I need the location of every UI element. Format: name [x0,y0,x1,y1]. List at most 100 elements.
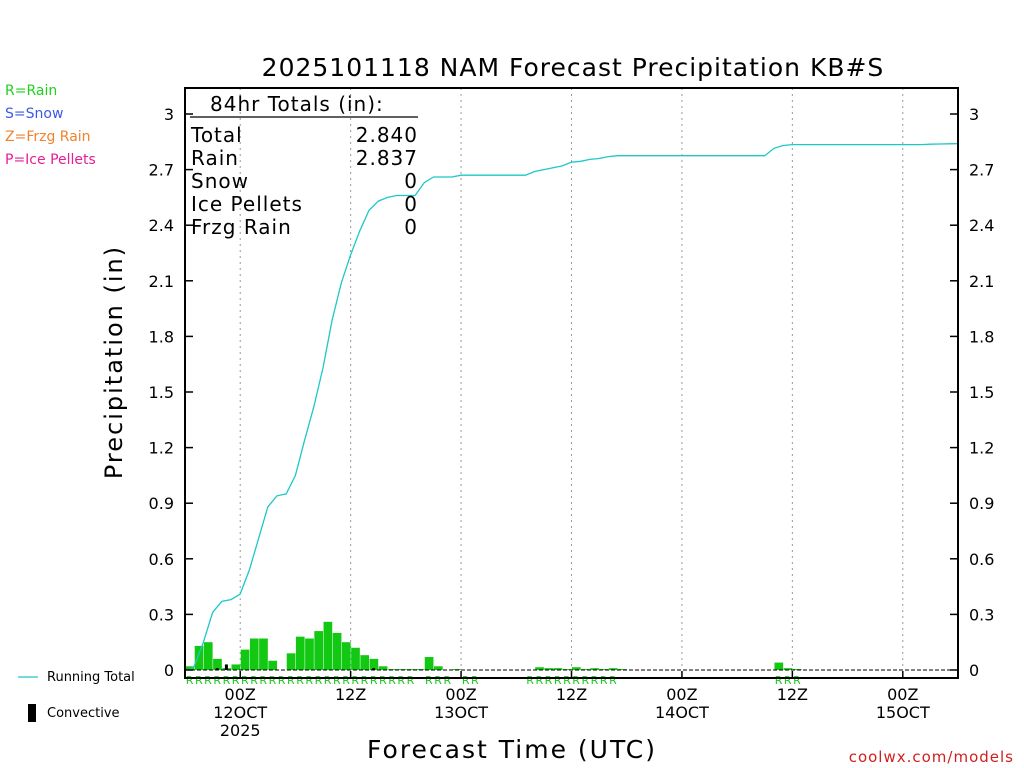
precip-bar [314,631,324,670]
totals-row-value: 2.840 [356,123,418,147]
precip-type-code: R [232,674,240,687]
precip-type-code: R [775,674,783,687]
legend-rain: R=Rain [5,83,58,99]
precip-type-code: R [287,674,295,687]
x-axis-label: Forecast Time (UTC) [367,735,657,764]
precip-bar [599,669,609,671]
x-tick-label: 00Z [445,685,476,704]
precip-bar [323,621,333,670]
precip-type-code: R [572,674,580,687]
precip-type-code: R [351,674,359,687]
precip-bar [259,638,268,670]
x-tick-label: 14OCT [655,703,709,722]
precip-bar [332,632,342,670]
totals-rows: Total 2.840 Rain 2.837 Snow 0 Ice Pellets 0 Frzg… [190,123,418,239]
precip-bar [608,668,618,670]
y-tick-label-right: 0.3 [969,605,994,624]
totals-row-label: Frzg Rain [191,215,292,239]
precip-type-code: R [407,674,415,687]
precip-bar [535,667,544,670]
precip-type-code: R [269,674,277,687]
source-credit: coolwx.com/models [848,748,1014,766]
precip-bar [590,668,600,670]
precip-type-code: R [186,674,194,687]
totals-row-value: 0 [404,192,418,216]
y-tick-label-left: 1.2 [149,439,174,458]
y-tick-label-left: 2.7 [149,161,174,180]
precip-type-code: R [204,674,212,687]
y-tick-label-left: 1.5 [149,383,174,402]
y-tick-label-left: 2.1 [149,272,174,291]
precip-type-code: R [545,674,553,687]
precip-type-code: R [213,674,221,687]
precip-type-code: R [388,674,396,687]
totals-box: 84hr Totals (in): Total 2.840 Rain 2.837 Sno… [190,92,418,239]
convective-legend-swatch [28,704,36,722]
precip-type-code: R [259,674,267,687]
convective-bar [224,664,228,670]
precip-type-code: R [591,674,599,687]
precip-type-code: R [526,674,534,687]
totals-header: 84hr Totals (in): [210,92,384,116]
convective-bars [215,664,376,670]
y-axis-ticks: 0 00.3 0.30.6 0.60.9 0.91.2 1.21.5 1.51.8 1.82.… [149,105,995,680]
precip-type-code: R [241,674,249,687]
precip-type-code: R [278,674,286,687]
precip-bar [562,669,572,671]
y-tick-label-left: 0.6 [149,550,174,569]
precip-bar [341,642,351,670]
x-tick-label: 12Z [777,685,808,704]
convective-legend-label: Convective [47,706,120,721]
precip-type-code: R [361,674,369,687]
y-tick-label-left: 2.4 [149,216,174,235]
precip-type-code: R [443,674,451,687]
precip-bar [433,666,443,670]
precip-bar [231,664,241,670]
chart-title: 2025101118 NAM Forecast Precipitation KB… [262,53,885,82]
precip-bar [213,658,222,670]
y-tick-label-right: 1.2 [969,439,994,458]
precip-type-code: R [296,674,304,687]
precip-bar [553,668,563,670]
convective-bar [372,668,376,670]
precip-type-code: R [462,674,470,687]
y-tick-label-right: 1.8 [969,327,994,346]
precip-type-code: R [554,674,562,687]
precip-type-code: R [535,674,543,687]
y-tick-label-right: 2.7 [969,161,994,180]
precip-bar [572,667,581,670]
precip-type-code: R [434,674,442,687]
precip-type-code: R [333,674,341,687]
precip-type-code: R [324,674,332,687]
y-tick-label-left: 0 [164,661,174,680]
precip-bar [351,647,360,670]
precip-bar [295,636,305,670]
hourly-precip-bars [185,621,802,671]
precip-bar [618,669,627,671]
precip-type-code: R [195,674,203,687]
convective-bar [215,668,219,670]
y-tick-label-right: 0 [969,661,979,680]
running-total-line [189,143,959,671]
y-tick-label-right: 0.6 [969,550,994,569]
precip-bar [305,638,314,670]
y-tick-label-left: 0.3 [149,605,174,624]
precip-bar [581,669,590,671]
precip-type-code: R [379,674,387,687]
totals-row-label: Ice Pellets [191,192,303,216]
y-axis-label: Precipitation (in) [100,245,128,479]
y-tick-label-left: 0.9 [149,494,174,513]
y-tick-label-left: 1.8 [149,327,174,346]
legend-freezing-rain: Z=Frzg Rain [5,129,91,145]
precip-type-code: R [793,674,801,687]
precip-bar [360,655,370,670]
precip-bar [424,657,434,670]
precip-type-code: R [397,674,405,687]
x-tick-label: 12Z [335,685,366,704]
totals-row-value: 0 [404,215,418,239]
legend-ice-pellets: P=Ice Pellets [5,152,96,168]
precip-type-code: R [250,674,258,687]
totals-row-value: 0 [404,169,418,193]
